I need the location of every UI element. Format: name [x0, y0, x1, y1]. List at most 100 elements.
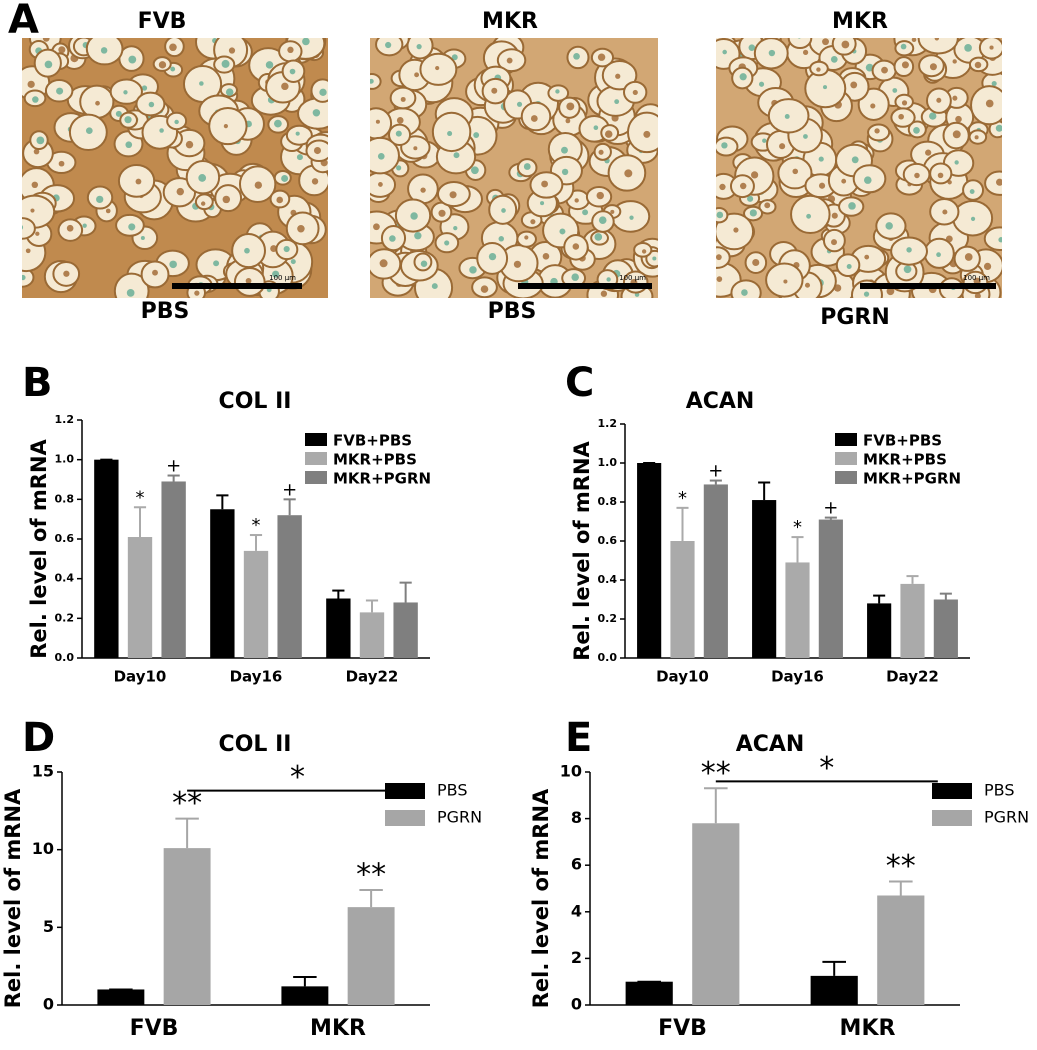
nucleus: [115, 110, 122, 117]
x-tick-label: Day16: [230, 668, 283, 686]
nucleus: [225, 88, 234, 96]
nucleus: [245, 278, 252, 284]
nucleus: [784, 114, 790, 119]
nucleus: [593, 125, 599, 131]
y-axis-label: Rel. level of mRNA: [529, 788, 553, 1008]
nucleus: [559, 228, 566, 235]
nucleus: [911, 38, 917, 43]
nucleus: [58, 46, 66, 54]
nucleus: [598, 216, 607, 225]
nucleus: [420, 260, 428, 267]
nucleus: [964, 44, 972, 52]
significance-marker: *: [793, 517, 802, 538]
nucleus: [750, 171, 759, 179]
nucleus: [974, 135, 979, 140]
y-tick-label: 0: [43, 995, 54, 1014]
nucleus: [254, 181, 263, 189]
nucleus: [870, 103, 876, 109]
nucleus: [624, 169, 633, 178]
nucleus: [198, 174, 207, 182]
nucleus: [955, 115, 962, 123]
nucleus: [561, 168, 569, 176]
y-tick-label: 5: [43, 917, 54, 936]
nucleus: [276, 196, 283, 204]
image-caption: PGRN: [820, 305, 890, 330]
nucleus: [297, 225, 305, 233]
nucleus: [447, 131, 453, 137]
nucleus: [453, 152, 460, 159]
bar: [277, 515, 302, 658]
nucleus: [903, 265, 912, 274]
y-tick-label: 6: [571, 855, 582, 874]
nucleus: [851, 156, 859, 164]
legend-label: PBS: [437, 781, 468, 800]
y-axis-label: Rel. level of mRNA: [27, 438, 51, 658]
nucleus: [864, 254, 870, 260]
nucleus: [892, 88, 898, 93]
nucleus: [223, 124, 228, 129]
significance-marker: *: [136, 487, 145, 508]
x-tick-label: Day10: [656, 668, 709, 686]
scale-label: 100 μm: [619, 274, 646, 282]
nucleus: [491, 87, 498, 94]
nucleus: [540, 201, 545, 206]
nucleus: [221, 59, 230, 68]
nucleus: [435, 66, 440, 71]
nucleus: [541, 180, 549, 188]
nucleus: [740, 182, 747, 190]
legend-label: MKR+PGRN: [333, 470, 431, 488]
y-tick-label: 0: [571, 995, 582, 1014]
nucleus: [480, 285, 489, 293]
legend-swatch: [932, 783, 972, 799]
nucleus: [863, 291, 870, 297]
nucleus: [414, 232, 422, 240]
nucleus: [396, 165, 402, 171]
bar: [900, 583, 925, 658]
bar: [703, 484, 728, 658]
nucleus: [974, 61, 982, 69]
nucleus: [900, 43, 907, 50]
x-tick-label: Day22: [886, 668, 939, 686]
x-tick-label: Day22: [346, 668, 399, 686]
nucleus: [42, 38, 50, 42]
bracket-label: *: [819, 751, 834, 786]
nucleus: [716, 276, 723, 282]
y-axis-label: Rel. level of mRNA: [570, 440, 594, 660]
nucleus: [378, 182, 383, 187]
nucleus: [952, 59, 957, 64]
y-tick-label: 0.2: [55, 611, 75, 624]
cell: [113, 272, 150, 298]
significance-marker: +: [708, 461, 723, 482]
legend-label: MKR+PBS: [863, 451, 947, 469]
nucleus: [58, 160, 65, 167]
panel-label: A: [8, 0, 39, 43]
nucleus: [123, 90, 128, 95]
nucleus: [176, 187, 184, 196]
nucleus: [27, 80, 35, 88]
nucleus: [469, 266, 477, 274]
nucleus: [555, 89, 560, 94]
bar: [867, 603, 892, 658]
image-caption: PBS: [488, 299, 537, 324]
nucleus: [925, 149, 932, 156]
nucleus: [913, 127, 920, 134]
y-tick-label: 1.2: [598, 417, 618, 430]
nucleus: [389, 235, 396, 242]
nucleus: [126, 289, 135, 297]
bar: [692, 823, 740, 1005]
nucleus: [513, 260, 522, 268]
nucleus: [35, 231, 40, 236]
nucleus: [473, 132, 480, 138]
nucleus: [63, 270, 70, 277]
nucleus: [573, 52, 580, 60]
nucleus: [973, 277, 981, 285]
nucleus: [995, 124, 1002, 132]
legend-swatch: [835, 452, 857, 465]
nucleus: [954, 160, 959, 165]
nucleus: [841, 40, 850, 49]
significance-marker: **: [356, 858, 386, 893]
bar: [818, 519, 843, 658]
bracket-label: *: [290, 760, 305, 795]
bar: [625, 981, 673, 1005]
nucleus: [802, 49, 809, 56]
